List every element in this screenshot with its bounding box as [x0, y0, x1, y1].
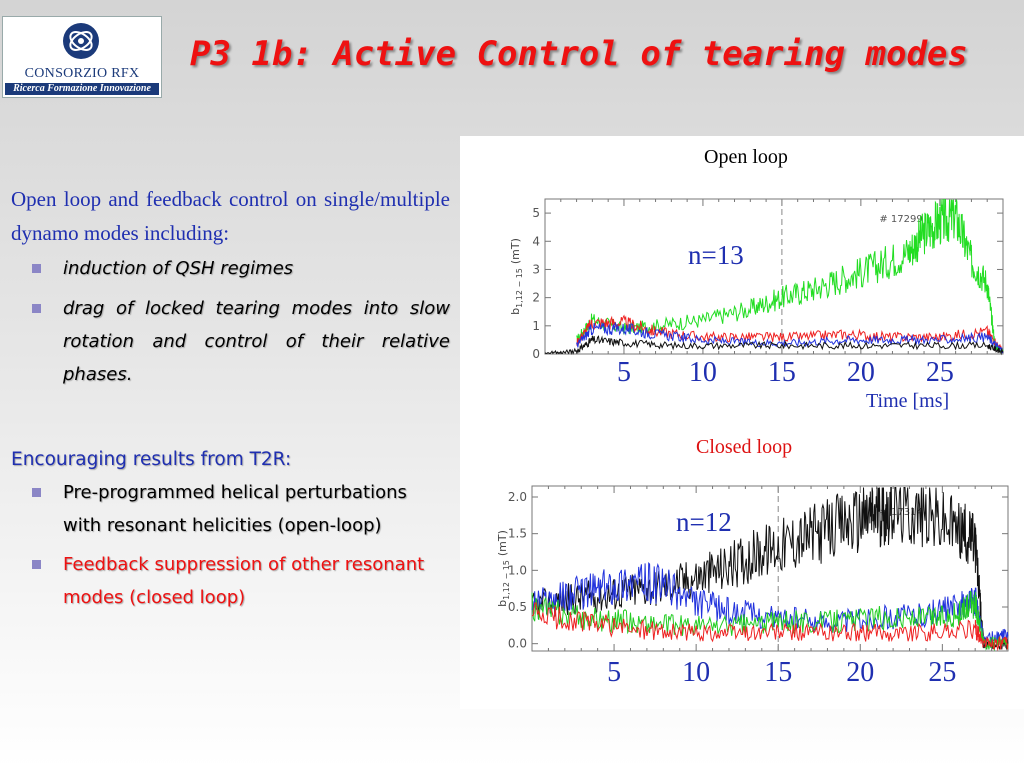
bullet-list-1: induction of QSH regimes drag of locked … [11, 252, 450, 391]
intro-paragraph: Open loop and feedback control on single… [11, 187, 450, 245]
bullet-item: drag of locked tearing modes into slow r… [11, 292, 450, 391]
logo-name: CONSORZIO RFX [24, 66, 140, 81]
y-tick-label: 2 [532, 291, 540, 305]
y-axis-label-sub: 1,12 − 15 [502, 560, 511, 600]
x-tick-label: 25 [926, 357, 954, 388]
bullet-text: drag of locked tearing modes into slow r… [63, 298, 450, 385]
x-tick-label: 15 [768, 357, 796, 388]
left-text-column: Open loop and feedback control on single… [11, 182, 450, 614]
data-series-line [531, 602, 1009, 652]
bullet-item: induction of QSH regimes [11, 252, 450, 285]
y-tick-label: 0 [532, 347, 540, 361]
bullet-square-icon [32, 264, 41, 273]
bullet-list-2: Pre-programmed helical perturbations wit… [11, 476, 450, 614]
consorzio-rfx-logo: CONSORZIO RFX Ricerca Formazione Innovaz… [2, 16, 162, 98]
logo-emblem-icon [63, 23, 99, 59]
y-tick-label: 0.5 [508, 600, 527, 614]
y-tick-label: 2.0 [508, 490, 527, 504]
y-tick-label: 5 [532, 206, 540, 220]
data-series-line [531, 562, 1009, 646]
slide-title: P3 1b: Active Control of tearing modes [190, 34, 968, 74]
data-series-line [576, 314, 1004, 353]
y-tick-label: 0.0 [508, 637, 527, 651]
data-series-line [544, 335, 1004, 356]
y-axis-label-unit: (mT) [496, 530, 509, 556]
bullet-text: Pre-programmed helical perturbations wit… [63, 482, 407, 536]
bullet-square-icon [32, 488, 41, 497]
chart-1-title: Open loop [704, 146, 788, 168]
data-series-line [531, 487, 1009, 651]
bullet-square-icon [32, 560, 41, 569]
chart-1-xlabel: Time [ms] [866, 390, 950, 412]
y-axis-label: b1,12 − 15 (mT) [509, 238, 524, 315]
y-axis-label-sub: 1,12 − 15 [515, 268, 524, 308]
bullet-text-red: Feedback suppression of other resonant m… [63, 554, 425, 608]
mode-number-annotation: n=13 [688, 240, 744, 270]
x-tick-label: 5 [617, 357, 631, 388]
bullet-square-icon [32, 304, 41, 313]
y-axis-label-main: b [509, 308, 522, 315]
x-tick-label: 20 [847, 357, 875, 388]
x-tick-label: 20 [846, 657, 874, 688]
x-tick-label: 10 [689, 357, 717, 388]
logo-tagline: Ricerca Formazione Innovazione [5, 83, 159, 95]
chart-open-loop: 0 1 2 3 4 5 # 17299 5 10 15 20 25 n=13 b1,12 − 15 (mT) [509, 198, 1004, 388]
chart-2-title: Closed loop [696, 436, 793, 458]
data-series-line [531, 590, 1009, 652]
plot-frame [544, 198, 1004, 355]
x-tick-label: 15 [764, 657, 792, 688]
y-tick-label: 1.5 [508, 527, 527, 541]
y-axis-label-unit: (mT) [509, 238, 522, 264]
shot-number-label: # 17299 [879, 214, 922, 225]
y-axis-label-main: b [496, 600, 509, 607]
bullet-item: Pre-programmed helical perturbations wit… [11, 476, 450, 542]
y-tick-label: 1 [532, 319, 540, 333]
bullet-text: induction of QSH regimes [63, 258, 294, 279]
chart-panel: Open loop 0 1 2 3 4 5 # 17299 5 10 15 20 25 n=13 b1,1… [460, 136, 1024, 709]
x-tick-label: 5 [607, 657, 621, 688]
x-tick-label: 10 [682, 657, 710, 688]
results-heading: Encouraging results from T2R: [11, 449, 292, 470]
bullet-item: Feedback suppression of other resonant m… [11, 548, 450, 614]
y-tick-label: 3 [532, 262, 540, 276]
data-series-line [576, 199, 1004, 353]
mode-number-annotation: n=12 [676, 507, 732, 537]
y-tick-label: 1.0 [508, 563, 527, 577]
y-axis-label: b1,12 − 15 (mT) [496, 530, 511, 607]
y-tick-label: 4 [532, 234, 540, 248]
x-tick-label: 25 [928, 657, 956, 688]
